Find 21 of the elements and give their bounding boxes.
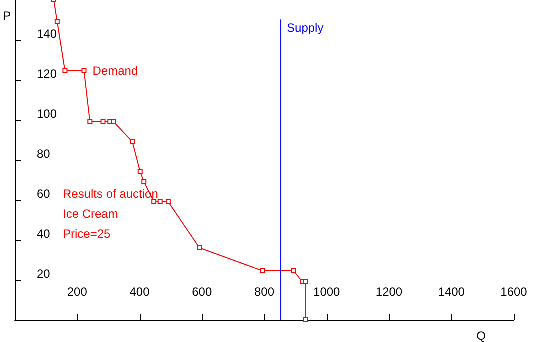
x-axis-title: Q <box>476 329 486 342</box>
x-tick-label: 600 <box>192 285 212 299</box>
y-tick-label: 120 <box>37 67 58 81</box>
series-label: Demand <box>92 64 138 78</box>
annotation: Ice Cream <box>63 207 118 221</box>
annotation: Price=25 <box>63 227 112 241</box>
x-tick-label: 1200 <box>376 285 403 299</box>
x-tick-label: 1000 <box>314 285 341 299</box>
x-tick-label: 1600 <box>500 285 528 299</box>
y-tick-label: 60 <box>37 187 51 201</box>
y-axis-title: P <box>2 9 12 23</box>
y-tick-label: 80 <box>37 147 51 161</box>
x-tick-label: 800 <box>254 285 275 299</box>
x-tick-label: 400 <box>130 285 150 299</box>
x-tick-label: 1400 <box>438 285 466 299</box>
x-tick-label: 200 <box>67 285 88 299</box>
series-label: Supply <box>287 21 324 35</box>
y-tick-label: 140 <box>37 27 58 41</box>
y-tick-label: 100 <box>37 107 58 121</box>
y-tick-label: 40 <box>37 227 51 241</box>
y-tick-label: 20 <box>37 267 51 281</box>
